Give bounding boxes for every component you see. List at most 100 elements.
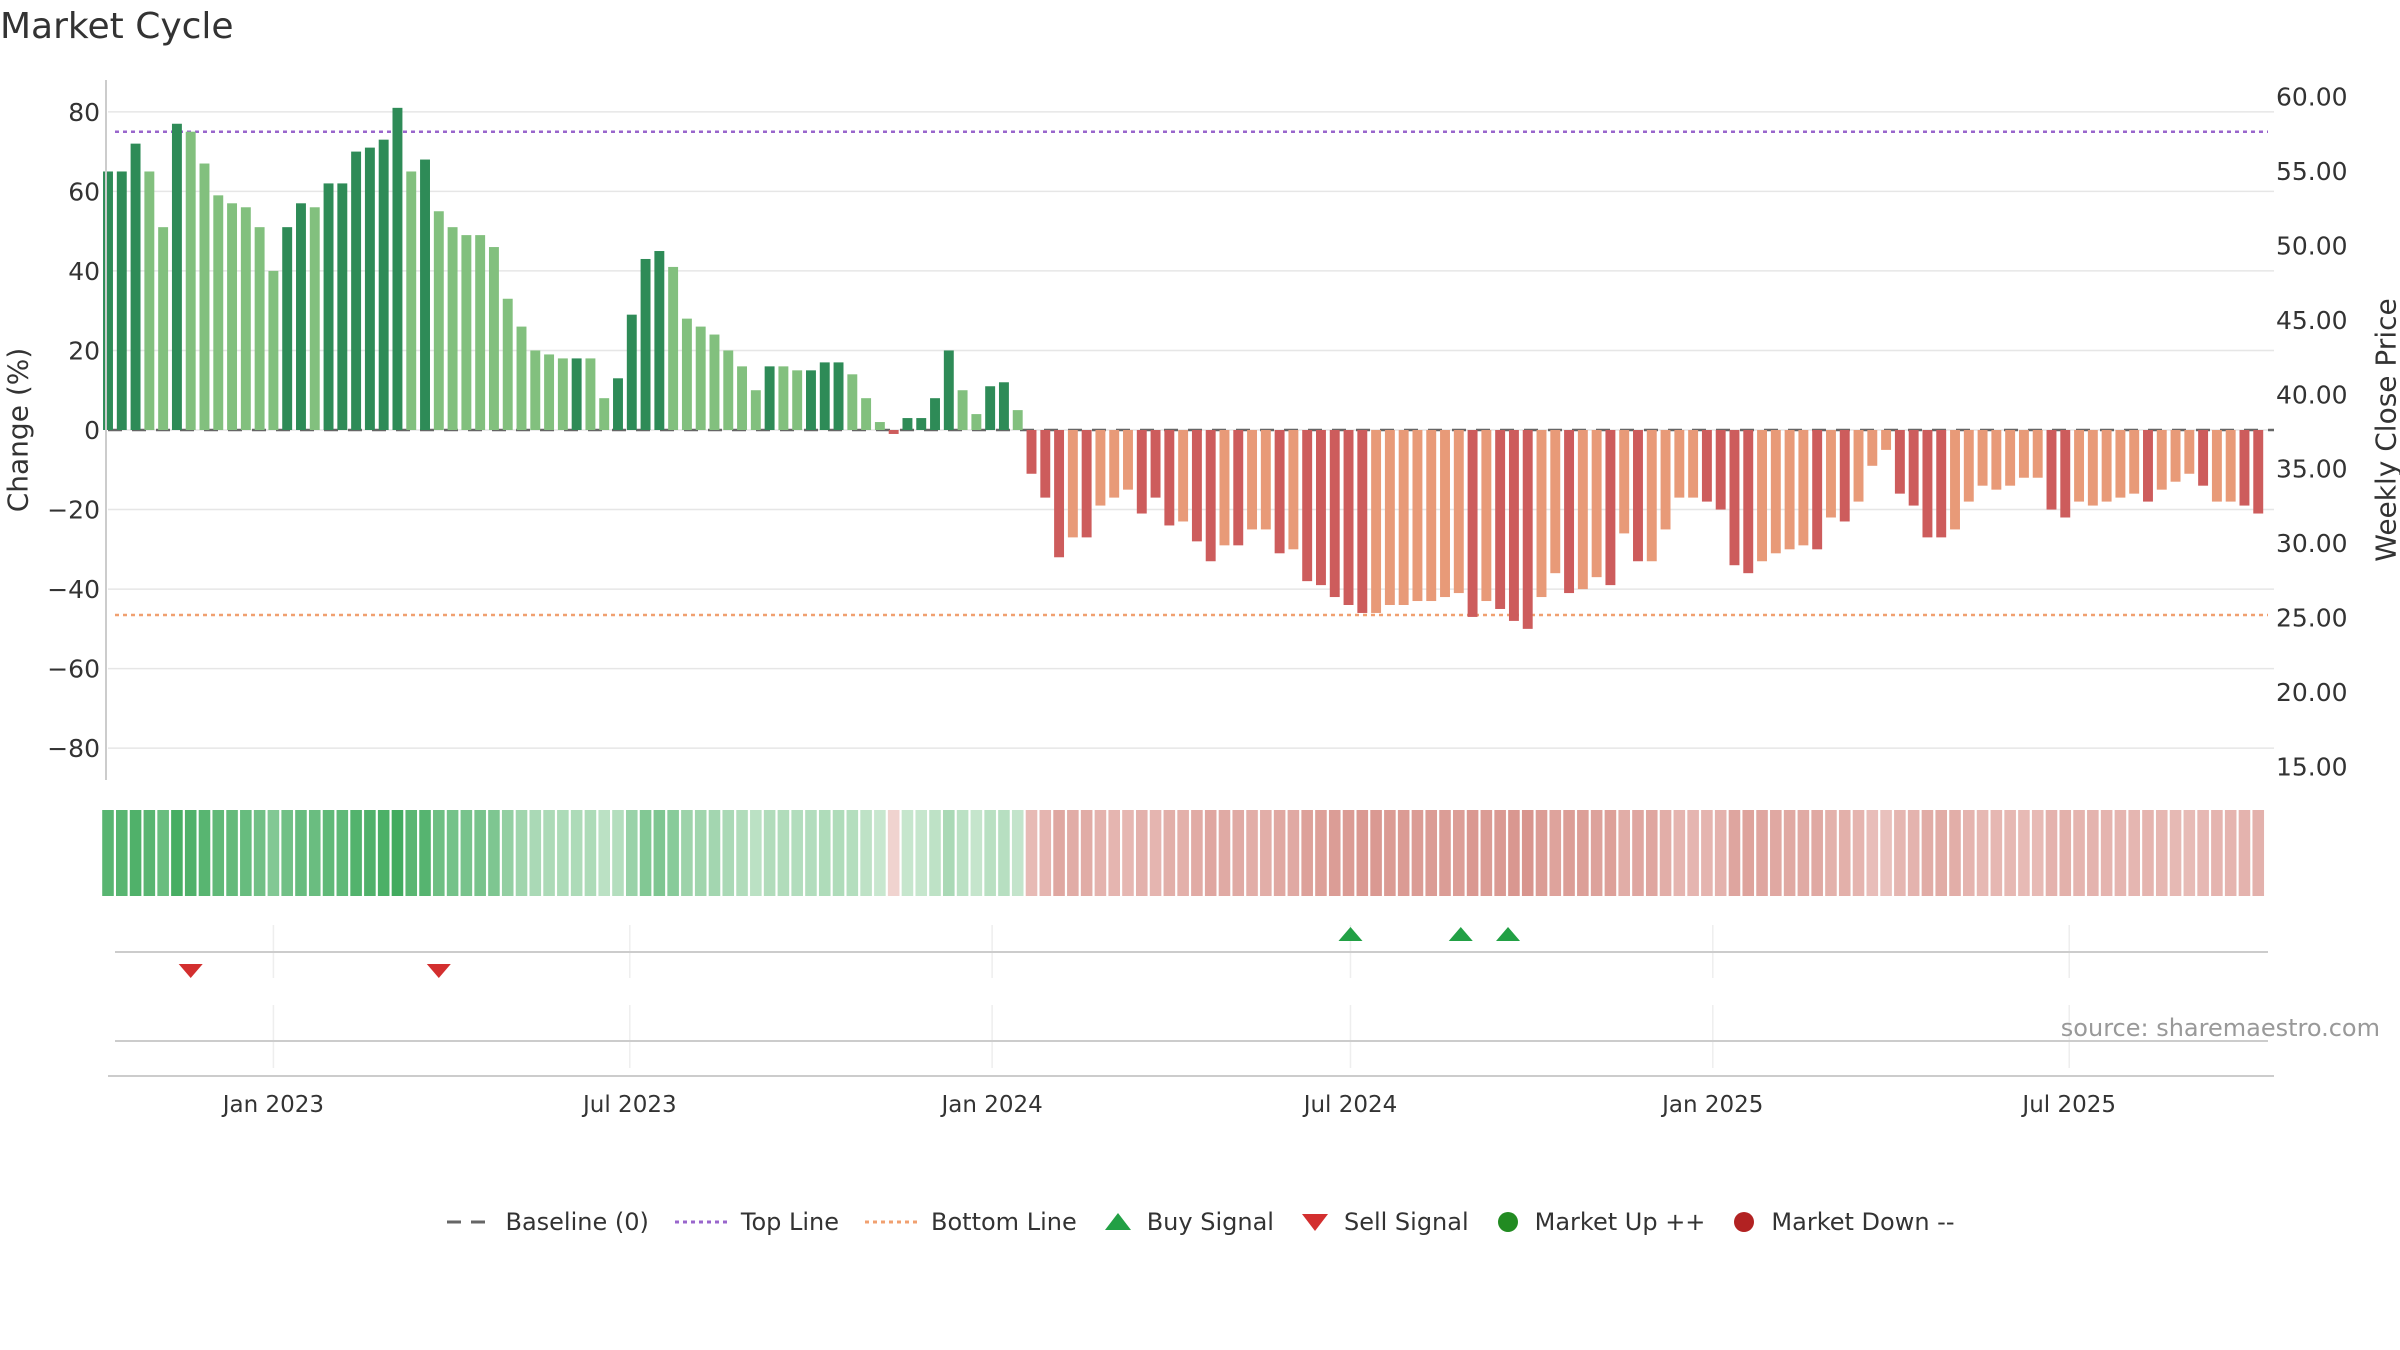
bar [199,163,210,431]
heat-cell [1342,810,1355,896]
buy-signal-marker [1496,927,1521,941]
legend-item-market-up[interactable]: Market Up ++ [1493,1208,1705,1236]
bar [930,398,940,430]
bar [1095,430,1106,506]
heat-cell [1177,810,1189,896]
bar [1495,430,1506,609]
heat-cell [2100,810,2113,896]
buy-signal-marker [1448,927,1473,941]
bar [2143,430,2153,502]
legend-label: Baseline (0) [505,1208,649,1236]
heat-cell [1590,810,1603,896]
bar [874,422,885,430]
legend-item-top-line[interactable]: Top Line [673,1208,839,1236]
bar [2115,430,2126,498]
bar [1067,430,1078,538]
y-right-tick-label: 35.00 [2276,455,2348,484]
heat-cell [488,810,500,896]
bar [171,123,182,430]
heat-cell [295,810,307,896]
heat-cell [887,810,900,896]
bar [1247,430,1258,530]
legend-item-baseline[interactable]: Baseline (0) [445,1208,649,1236]
x-tick-label: Jul 2024 [1302,1092,1398,1118]
bar-series [103,107,2264,629]
circle-icon [1734,1212,1755,1232]
heat-cell [708,810,721,896]
bar [1646,430,1657,562]
bar [1426,430,1437,602]
heat-cell [570,810,583,896]
bar [1812,430,1823,550]
bar [2005,430,2016,486]
sell-signal-marker [178,964,203,978]
heat-cell [143,810,156,896]
bar [433,211,444,430]
bar [1674,430,1685,498]
bar [1123,430,1133,490]
heat-cell [805,810,817,896]
axes: 80 60 40 20 0 −20 −40 −60 −80 60.00 55.00 50.00 45.0… [47,80,2348,1118]
bar [1950,430,1960,530]
heat-cell [1370,810,1382,896]
heat-cell [2045,810,2058,896]
legend-label: Buy Signal [1146,1208,1274,1236]
heat-cell [1122,810,1134,896]
heat-cell [722,810,735,896]
heat-cell [2004,810,2016,896]
bar [599,398,610,430]
bar [1522,430,1533,629]
bar [943,350,954,430]
bar [888,430,899,434]
bar [1150,430,1161,498]
heat-cell [1963,810,1975,896]
bar [1164,430,1175,526]
bar [1757,430,1767,562]
heat-cell [681,810,693,896]
heat-cell [1039,810,1052,896]
bar [723,350,734,430]
y-tick-label: −80 [47,734,100,763]
heat-cell [750,810,762,896]
legend-item-bottom-line[interactable]: Bottom Line [863,1208,1077,1236]
heat-cell [1246,810,1258,896]
legend-label: Top Line [740,1208,840,1236]
heat-cell [2031,810,2044,896]
chart-legend: Baseline (0) Top Line Bottom Line Buy Si… [0,1208,2400,1236]
y-right-tick-label: 20.00 [2276,678,2348,707]
bar [530,350,541,430]
heat-cell [322,810,335,896]
heat-cell [543,810,555,896]
bar [1219,430,1230,546]
legend-item-market-down[interactable]: Market Down -- [1729,1208,1955,1236]
heat-cell [1825,810,1837,896]
bar [1977,430,1988,486]
bar [861,398,872,430]
heat-cell [364,810,376,896]
bar [1853,430,1864,502]
heat-cell [1645,810,1658,896]
bar [447,227,458,430]
bar [544,354,555,430]
heat-cell [915,810,928,896]
heat-cell [1880,810,1892,896]
bar [2087,430,2098,506]
bar [420,159,430,430]
bar [1440,430,1450,598]
heat-cell [998,810,1010,896]
bar [1357,430,1368,613]
heat-cell [1025,810,1038,896]
heat-cell [1535,810,1548,896]
heat-cell [267,810,280,896]
heat-cell [625,810,638,896]
bar [1343,430,1354,605]
legend-item-sell-signal[interactable]: Sell Signal [1298,1208,1469,1236]
bar [1274,430,1285,554]
bar [1894,430,1905,494]
bar [998,382,1009,430]
legend-item-buy-signal[interactable]: Buy Signal [1101,1208,1274,1236]
heat-cell [1714,810,1727,896]
heat-cell [1204,810,1217,896]
heat-cell [1480,810,1493,896]
bar [2184,430,2195,474]
